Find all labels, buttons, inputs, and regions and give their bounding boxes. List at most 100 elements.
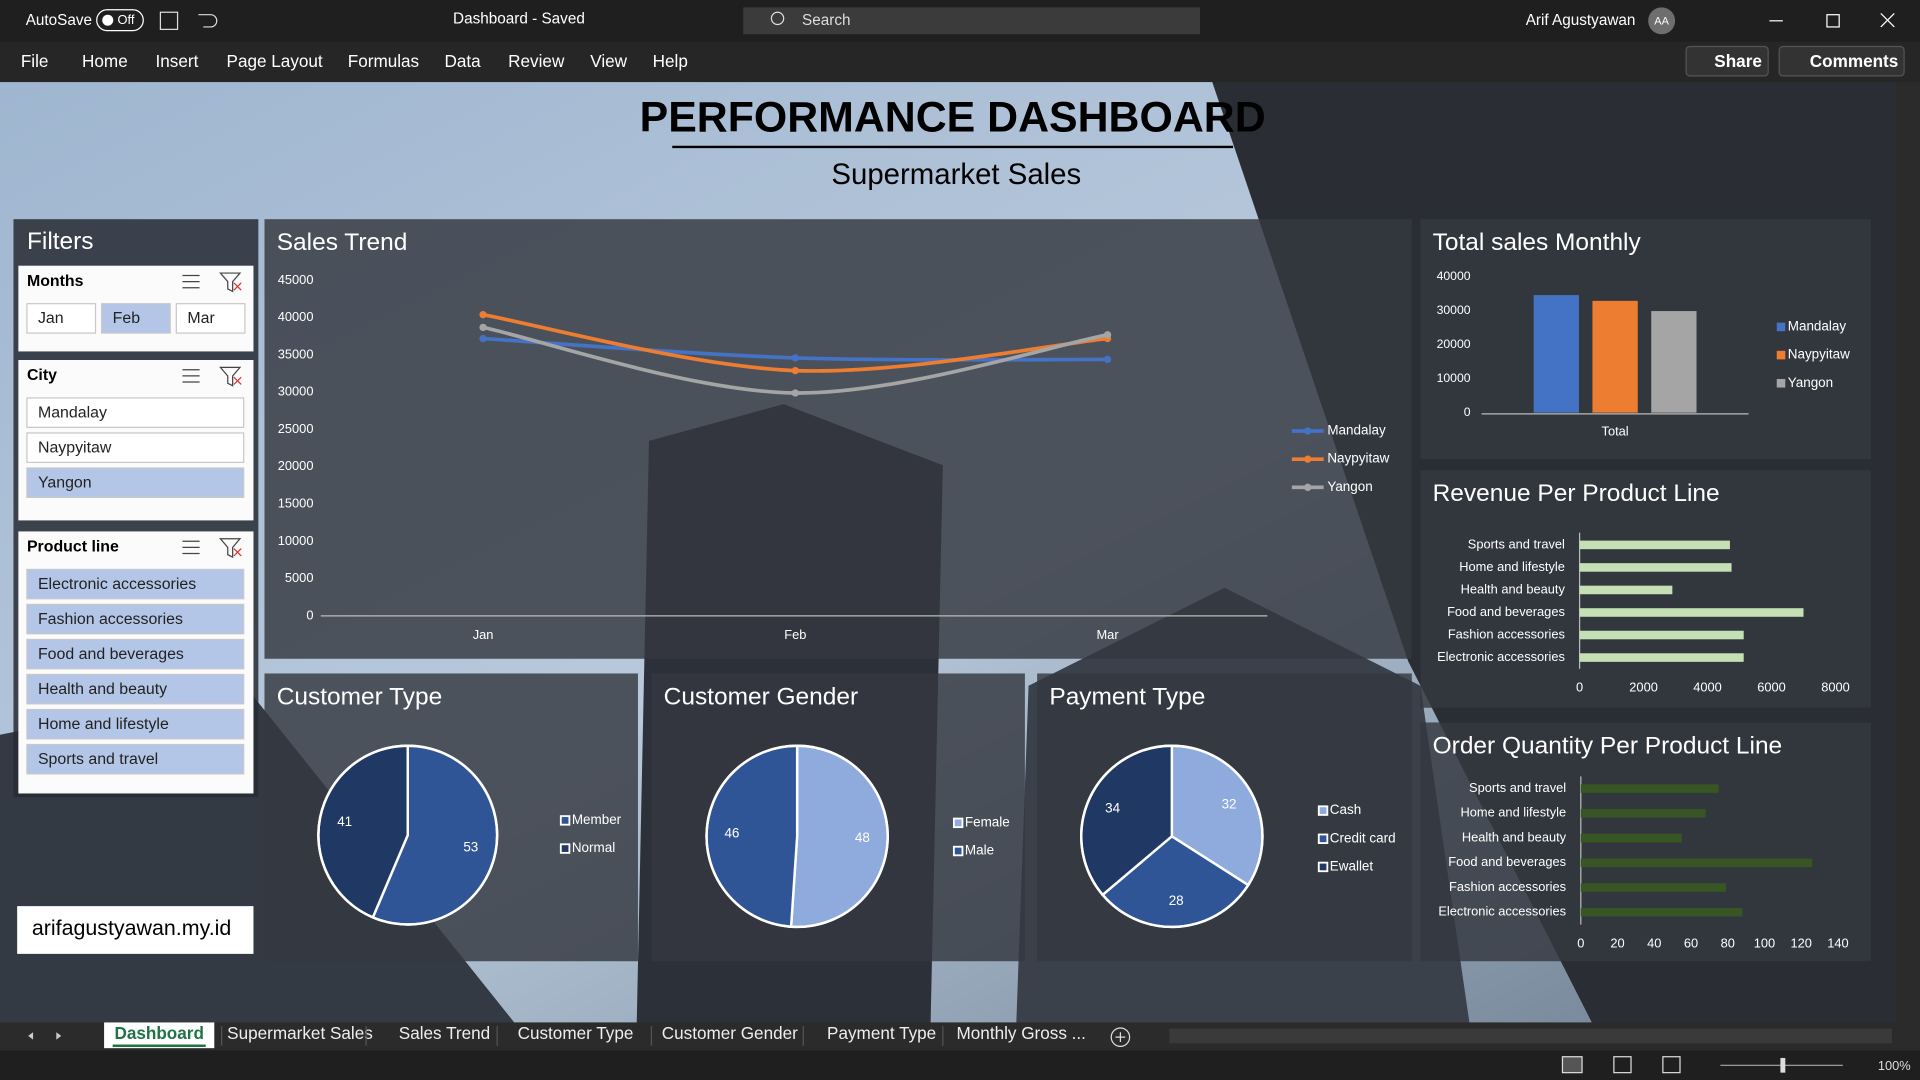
y-tick-label: Food and beverages (1448, 854, 1566, 869)
menu-item[interactable]: View (590, 51, 627, 71)
slicer-item-label: Food and beverages (38, 646, 184, 663)
chart-title: Customer Gender (664, 683, 858, 710)
sheet-tab[interactable]: Dashboard (114, 1023, 203, 1043)
sheet-tab[interactable]: Supermarket Sales (227, 1023, 373, 1043)
x-tick-label: 8000 (1821, 680, 1850, 695)
autosave-label: AutoSave (26, 12, 92, 29)
menu-item[interactable]: Home (82, 51, 128, 71)
legend-label: Mandalay (1788, 319, 1847, 334)
multi-select-icon[interactable] (182, 274, 200, 289)
slicer-item[interactable] (26, 638, 245, 670)
slicer-item[interactable] (26, 303, 97, 334)
slicer-item[interactable] (26, 743, 245, 775)
x-tick-label: Jan (473, 627, 494, 642)
chart-title: Customer Type (277, 683, 442, 710)
slicer-item[interactable] (26, 603, 245, 635)
bar (1579, 653, 1744, 662)
y-tick-label: 15000 (278, 495, 314, 510)
slicer-item[interactable] (26, 708, 245, 740)
pie-outline (705, 744, 889, 929)
slicer-item-label: Electronic accessories (38, 576, 196, 593)
x-tick-label: 40 (1647, 935, 1661, 950)
view-break[interactable] (1662, 1056, 1681, 1074)
menu-item[interactable]: Formulas (348, 51, 419, 71)
menu-item[interactable]: Data (444, 51, 481, 71)
chart-panel (1420, 219, 1872, 460)
view-normal[interactable] (1561, 1056, 1583, 1074)
bar (1579, 563, 1732, 572)
menu-item[interactable]: Help (653, 51, 688, 71)
sheet-tab[interactable]: Customer Gender (662, 1023, 798, 1043)
data-label: 28 (1169, 893, 1184, 908)
autosave-state: Off (118, 12, 135, 27)
sheet-tab[interactable]: Customer Type (518, 1023, 634, 1043)
comments-button[interactable] (1778, 45, 1905, 77)
view-layout[interactable] (1613, 1056, 1632, 1074)
save-icon[interactable] (159, 11, 179, 30)
x-tick-label: 120 (1791, 935, 1812, 950)
y-tick-label: 45000 (278, 272, 314, 287)
multi-select-icon[interactable] (182, 540, 200, 555)
sheet-tab[interactable]: Payment Type (827, 1023, 936, 1043)
slicer-item-label: Home and lifestyle (38, 716, 169, 733)
slicer-item[interactable] (101, 303, 171, 334)
legend-swatch (952, 845, 964, 857)
autosave-toggle[interactable] (96, 9, 144, 32)
menu-item[interactable]: Review (508, 51, 565, 71)
slicer-item[interactable] (26, 432, 245, 463)
point (479, 334, 487, 343)
slicer-item[interactable] (175, 303, 246, 334)
clear-filter-x (233, 548, 242, 557)
sheet-tab[interactable]: Monthly Gross ... (957, 1023, 1086, 1043)
y-tick-label: 5000 (285, 570, 314, 585)
pie-outline (317, 744, 499, 926)
clear-filter-icon[interactable] (219, 272, 242, 293)
avatar[interactable] (1648, 7, 1676, 35)
legend-marker (1304, 455, 1312, 463)
add-sheet-button[interactable] (1110, 1027, 1131, 1047)
avatar-initials: AA (1654, 15, 1669, 27)
slicer-item[interactable] (26, 673, 245, 705)
y-tick-label: Fashion accessories (1449, 879, 1566, 894)
slicer-item[interactable] (26, 568, 245, 600)
slicer-item[interactable] (26, 467, 245, 499)
toggle-knob (102, 14, 114, 26)
y-tick-label: Fashion accessories (1448, 626, 1565, 641)
menu-item[interactable]: Page Layout (227, 51, 323, 71)
slicer-item-label: Mar (187, 310, 215, 327)
sheet-tab[interactable]: Sales Trend (399, 1023, 490, 1043)
search-icon (770, 11, 785, 26)
data-label: 34 (1105, 800, 1120, 815)
legend-label: Credit card (1330, 830, 1396, 845)
bar (1651, 311, 1697, 413)
x-tick-label: Feb (784, 627, 806, 642)
clear-filter-icon[interactable] (219, 366, 242, 387)
clear-filter-icon[interactable] (219, 538, 242, 559)
search-box[interactable] (743, 7, 1200, 35)
bar (1579, 608, 1804, 617)
undo-icon[interactable] (198, 14, 218, 28)
add-sheet-plus (1115, 1032, 1126, 1043)
x-tick-label: 100 (1754, 935, 1775, 950)
tab-nav-left[interactable] (28, 1032, 34, 1040)
x-tick-label: 0 (1577, 935, 1584, 950)
y-tick-label: 20000 (278, 458, 314, 473)
chart-title: Order Quantity Per Product Line (1433, 732, 1783, 759)
slicer-item[interactable] (26, 397, 245, 428)
x-tick-label: Total (1602, 424, 1629, 439)
menu-item[interactable]: Insert (156, 51, 199, 71)
chart-title: Total sales Monthly (1433, 229, 1642, 256)
legend-swatch (1776, 350, 1786, 360)
clear-filter-x (233, 376, 242, 385)
menu-item[interactable]: File (21, 51, 49, 71)
legend-label: Cash (1330, 802, 1361, 817)
legend-label: Male (965, 843, 994, 858)
tab-nav-right[interactable] (56, 1032, 62, 1040)
restore-button[interactable] (1826, 14, 1840, 28)
point (791, 354, 799, 362)
y-tick-label: Health and beauty (1462, 829, 1567, 844)
close-button[interactable] (1880, 13, 1895, 28)
multi-select-icon[interactable] (182, 369, 200, 383)
share-button[interactable] (1685, 45, 1769, 77)
